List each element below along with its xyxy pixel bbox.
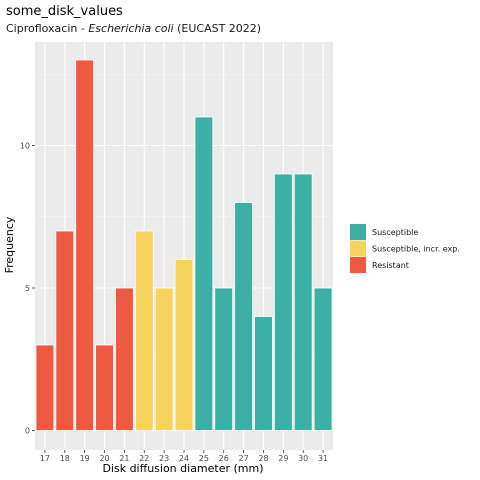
x-tick-label: 30	[298, 454, 308, 463]
subtitle-guideline: (EUCAST 2022)	[174, 22, 261, 35]
y-tick-label: 10	[20, 142, 30, 151]
x-tick-label: 19	[80, 454, 90, 463]
bar-17	[35, 344, 55, 431]
x-tick-label: 27	[239, 454, 249, 463]
x-tick-label: 23	[159, 454, 169, 463]
bar-31	[313, 287, 333, 431]
bar-29	[273, 173, 293, 431]
x-axis-label: Disk diffusion diameter (mm)	[102, 462, 263, 475]
y-axis-label: Frequency	[3, 216, 16, 273]
x-tick-label: 20	[99, 454, 109, 463]
x-axis: 17 18 19 20 21 22 23 24 25 26 27 28 29 30 31	[40, 450, 328, 463]
x-tick-label: 22	[139, 454, 149, 463]
bar-18	[55, 230, 75, 431]
x-tick-label: 29	[278, 454, 288, 463]
x-tick-label: 21	[119, 454, 129, 463]
bar-27	[234, 202, 253, 431]
legend-swatch	[350, 224, 366, 240]
subtitle-organism: Escherichia coli	[88, 22, 173, 35]
bar-30	[293, 173, 313, 431]
y-axis: 0 5 10	[20, 142, 35, 436]
x-tick-label: 24	[179, 454, 189, 463]
x-tick-label: 26	[219, 454, 229, 463]
bar-19	[75, 59, 95, 431]
bar-20	[95, 344, 114, 431]
x-tick-label: 31	[318, 454, 328, 463]
bars	[35, 59, 333, 431]
legend-swatch	[350, 240, 366, 257]
legend-label: Resistant	[372, 261, 409, 270]
chart-title: some_disk_values	[6, 4, 123, 19]
legend-swatch	[350, 257, 366, 273]
legend: Susceptible Susceptible, incr. exp. Resist…	[350, 224, 460, 273]
x-tick-label: 17	[40, 454, 50, 463]
bar-28	[254, 316, 273, 431]
x-tick-label: 25	[199, 454, 209, 463]
x-tick-label: 28	[258, 454, 268, 463]
chart-subtitle: Ciprofloxacin - Escherichia coli (EUCAST…	[6, 22, 261, 35]
y-tick-label: 0	[25, 427, 30, 436]
bar-25	[194, 116, 214, 431]
bar-21	[115, 287, 134, 431]
y-tick-label: 5	[25, 284, 30, 293]
legend-label: Susceptible	[372, 228, 418, 237]
bar-22	[134, 230, 154, 431]
subtitle-drug: Ciprofloxacin -	[6, 22, 88, 35]
bar-26	[214, 287, 234, 431]
x-tick-label: 18	[60, 454, 70, 463]
bar-24	[174, 259, 194, 431]
legend-label: Susceptible, incr. exp.	[372, 245, 460, 254]
bar-23	[154, 287, 174, 431]
